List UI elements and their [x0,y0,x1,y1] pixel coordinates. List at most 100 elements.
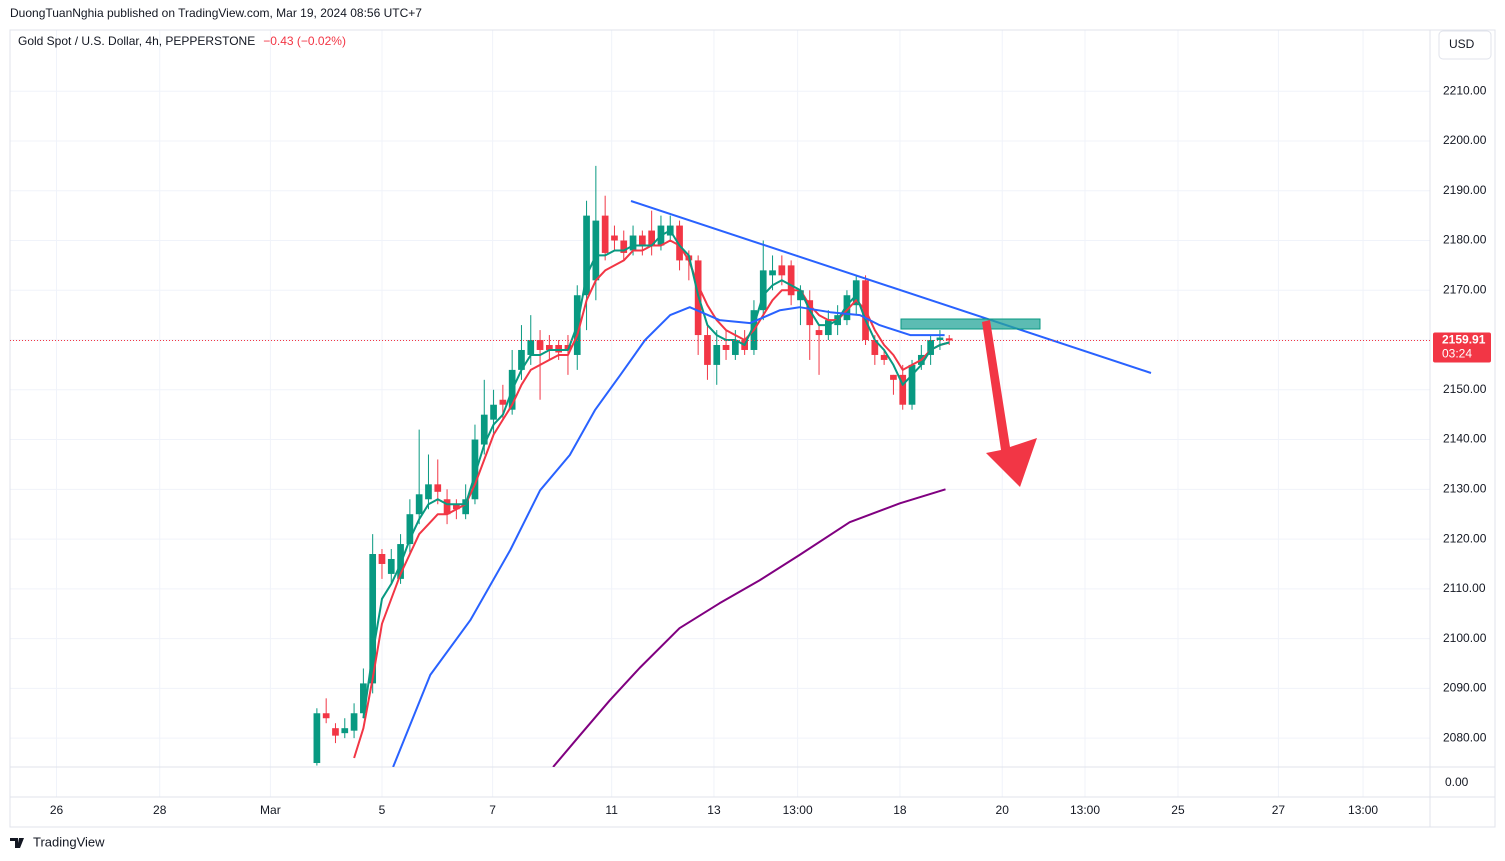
x-tick-label: 13:00 [1070,803,1100,817]
candle-body [899,374,907,405]
candle-body [406,514,414,545]
x-tick-label: 18 [893,803,907,817]
drawings [630,200,1152,487]
moving-average-line [392,306,945,767]
candle-body [824,320,832,336]
candle-body [722,345,730,350]
y-tick-label: 2120.00 [1443,531,1487,545]
candle-body [471,439,479,500]
moving-average-line [353,239,950,759]
y-tick-label: 2170.00 [1443,282,1487,296]
candle-body [908,364,916,405]
candle-body [945,338,953,341]
candle-body [490,404,497,420]
candle-body [480,414,488,445]
candle-body [713,345,721,365]
x-tick-label: 27 [1272,803,1286,817]
x-tick-label: 20 [996,803,1010,817]
x-tick-label: Mar [260,803,281,817]
candle-body [787,265,795,296]
candle-body [499,399,507,405]
candle-body [546,345,553,350]
countdown-label: 03:24 [1442,347,1472,361]
candle-body [797,290,804,301]
down-arrow [982,320,1037,487]
candle-body [731,340,739,355]
candle-body [936,337,944,341]
candle-body [620,240,628,253]
y-tick-label: 2080.00 [1443,730,1487,744]
y-tick-label: 2190.00 [1443,183,1487,197]
candle-body [322,713,330,719]
moving-average-line [362,229,950,719]
candle-body [527,340,535,355]
x-tick-label: 13:00 [783,803,813,817]
y-tick-label: 2110.00 [1443,581,1486,595]
candle-body [611,235,618,241]
x-tick-label: 13:00 [1348,803,1378,817]
candle-body [639,235,646,246]
candle-body [462,499,470,515]
x-tick-label: 7 [489,803,496,817]
candle-body [341,728,349,734]
candle-body [704,335,711,365]
y-tick-label: 2180.00 [1443,233,1487,247]
x-tick-label: 25 [1171,803,1185,817]
candle-body [332,728,339,736]
candle-body [555,345,563,353]
moving-average-line [552,488,946,767]
candle-body [536,340,544,350]
candle-body [676,225,683,261]
publisher-line: DuongTuanNghia published on TradingView.… [10,6,422,20]
candle-body [601,215,609,253]
last-price-box [1433,332,1491,363]
candle-body [583,215,590,296]
grid [10,30,1430,797]
y-tick-label: 2200.00 [1443,133,1487,147]
candle-body [350,713,358,731]
brand-name: TradingView [33,834,105,849]
candle-body [648,230,655,246]
candle-body [453,504,460,510]
y-tick-label: 2090.00 [1443,681,1487,695]
brand: TradingView [10,834,105,849]
candle-body [852,280,860,306]
currency-label[interactable]: USD [1449,37,1475,51]
lower-pane-label: 0.00 [1445,775,1469,789]
y-tick-label: 2130.00 [1443,481,1487,495]
candle-body [759,270,767,311]
last-price-label: 2159.91 [1442,333,1486,347]
x-tick-label: 26 [50,803,64,817]
candle-body [806,300,814,326]
chart-frame [9,29,1496,828]
resistance-zone [900,318,1041,330]
x-tick-label: 13 [707,803,721,817]
y-tick-label: 2150.00 [1443,382,1487,396]
candle-body [880,354,888,360]
candle-body [592,220,600,281]
candle-body [629,235,637,251]
y-tick-label: 2100.00 [1443,631,1487,645]
candle-body [369,554,377,684]
price-change: −0.43 (−0.02%) [263,34,346,48]
currency-button[interactable] [1438,30,1492,60]
candle-body [387,558,395,574]
x-tick-label: 11 [605,803,618,817]
candle-body [378,554,386,564]
x-tick-label: 5 [379,803,386,817]
candle-body [518,349,525,370]
candle-body [313,713,321,764]
candle-body [815,330,823,336]
plot [313,165,953,767]
candle-body [415,494,423,515]
candle-body [434,484,442,492]
symbol-title: Gold Spot / U.S. Dollar, 4h, PEPPERSTONE [18,34,255,48]
candle-body [927,340,934,355]
candle-body [890,374,897,380]
candle-body [360,683,367,714]
candle-body [443,499,451,515]
candle-body [769,270,776,276]
x-tick-label: 28 [153,803,167,817]
